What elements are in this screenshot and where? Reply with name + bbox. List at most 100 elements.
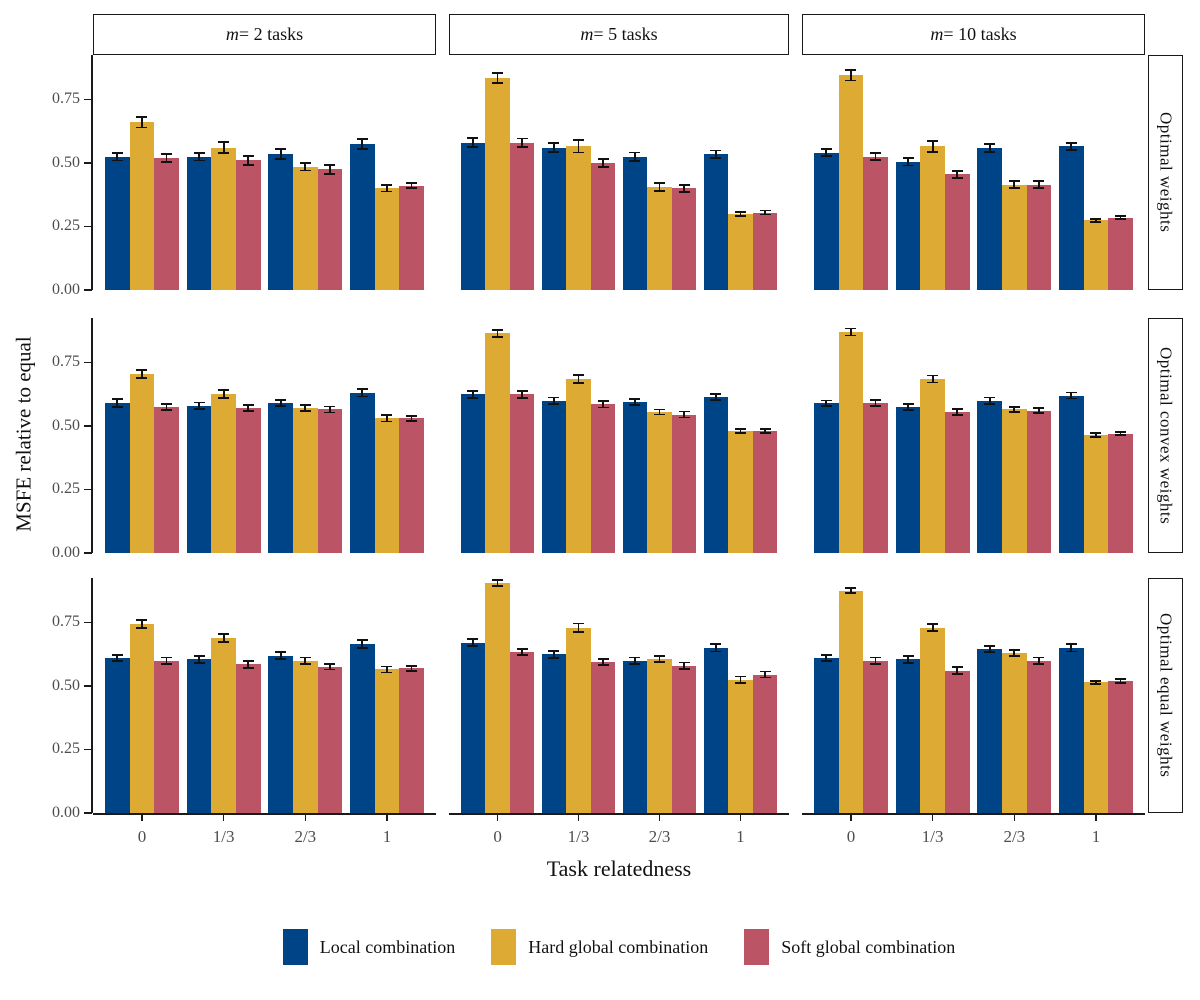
error-bar <box>1095 680 1097 684</box>
error-bar-cap-bottom <box>193 159 205 162</box>
bar-soft-global <box>863 660 888 813</box>
y-tick-label: 0.25 <box>52 480 80 498</box>
error-bar-cap-bottom <box>984 402 996 405</box>
x-tick-mark <box>222 813 225 821</box>
error-bar <box>361 389 364 397</box>
error-bar-cap-bottom <box>984 150 996 153</box>
error-bar-cap-top <box>275 399 287 401</box>
error-bar-cap-bottom <box>1008 655 1020 657</box>
error-bar <box>304 657 307 664</box>
bar-local <box>1059 395 1084 553</box>
bar-local <box>460 142 486 290</box>
error-bar-cap-bottom <box>492 585 504 588</box>
error-bar <box>496 72 499 83</box>
bar-local <box>268 403 294 553</box>
bar-group <box>895 55 970 290</box>
bar-hard-global <box>129 623 155 813</box>
x-axis-line <box>449 813 789 815</box>
x-tick-label: 1/3 <box>921 827 944 846</box>
error-bar <box>472 390 474 398</box>
error-bar-cap-top <box>1090 217 1102 220</box>
bar-hard-global <box>485 333 510 553</box>
y-tick-mark <box>84 812 92 814</box>
facet-col-label-variable: m <box>225 24 239 44</box>
error-bar-cap-top <box>406 414 418 417</box>
error-bar <box>956 170 959 178</box>
error-bar-cap-top <box>516 647 528 650</box>
bar-local <box>268 655 294 813</box>
error-bar <box>165 403 168 410</box>
bar-group <box>622 578 697 813</box>
error-bar <box>874 400 877 407</box>
error-bar <box>739 429 742 434</box>
bar-group <box>350 318 424 553</box>
error-bar <box>907 157 909 166</box>
error-bar-cap-bottom <box>1065 149 1077 151</box>
error-bar <box>141 369 143 378</box>
bar-local <box>350 392 375 553</box>
bar-group <box>186 318 261 553</box>
error-bar-cap-top <box>406 182 418 185</box>
error-bar <box>553 397 555 404</box>
bar-local <box>541 400 567 553</box>
error-bar-cap-top <box>734 428 746 430</box>
error-bar <box>361 138 364 149</box>
error-bar-cap-top <box>678 410 690 413</box>
bar-hard-global <box>293 166 318 290</box>
x-tick-label: 2/3 <box>648 827 671 846</box>
error-bar-cap-bottom <box>299 410 311 413</box>
error-bar-cap-top <box>406 664 418 667</box>
error-bar <box>931 623 934 632</box>
error-bar <box>472 138 474 148</box>
error-bar-cap-top <box>573 139 584 142</box>
bar-group <box>895 318 970 553</box>
panel <box>93 55 436 290</box>
error-bar <box>988 397 991 404</box>
bar-soft-global <box>590 404 616 553</box>
error-bar-cap-top <box>597 158 609 160</box>
bar-hard-global <box>485 583 510 813</box>
facet-col-label-variable: m <box>930 24 944 44</box>
error-bar <box>931 375 934 383</box>
bar-soft-global <box>399 668 424 813</box>
error-bar-cap-top <box>1115 678 1127 680</box>
error-bar-cap-top <box>951 169 963 172</box>
error-bar-cap-bottom <box>299 662 311 665</box>
error-bar-cap-bottom <box>299 169 311 172</box>
bar-hard-global <box>1083 220 1109 290</box>
legend-swatch <box>491 929 517 965</box>
bar-soft-global <box>944 174 970 290</box>
bar-group <box>186 55 261 290</box>
error-bar-cap-bottom <box>218 640 230 643</box>
error-bar <box>329 164 331 174</box>
error-bar <box>907 655 909 663</box>
error-bar <box>1119 431 1122 436</box>
panel <box>93 318 436 553</box>
x-tick-label: 1/3 <box>212 827 235 846</box>
error-bar <box>165 657 168 664</box>
error-bar-cap-top <box>927 139 939 142</box>
error-bar-cap-bottom <box>111 660 123 662</box>
error-bar <box>496 329 499 337</box>
error-bar-cap-top <box>467 389 479 392</box>
bar-soft-global <box>235 160 261 290</box>
y-tick-label: 0.25 <box>52 740 80 758</box>
error-bar-cap-top <box>902 402 914 405</box>
error-bar <box>602 401 604 408</box>
bar-local <box>350 644 375 813</box>
error-bar-cap-bottom <box>759 432 771 434</box>
facet-row-label: Optimal equal weights <box>1156 613 1176 778</box>
bar-hard-global <box>129 122 155 290</box>
bar-soft-global <box>1026 184 1052 290</box>
bar-local <box>703 647 729 813</box>
error-bar-cap-bottom <box>275 158 287 161</box>
error-bar-cap-top <box>324 405 336 408</box>
error-bar-cap-bottom <box>242 164 254 166</box>
facet-row-label: Optimal weights <box>1156 112 1176 233</box>
error-bar <box>1095 433 1097 437</box>
legend-label: Hard global combination <box>528 936 709 957</box>
bar-hard-global <box>728 213 753 290</box>
bar-soft-global <box>154 660 179 813</box>
y-axis-line <box>91 318 93 553</box>
